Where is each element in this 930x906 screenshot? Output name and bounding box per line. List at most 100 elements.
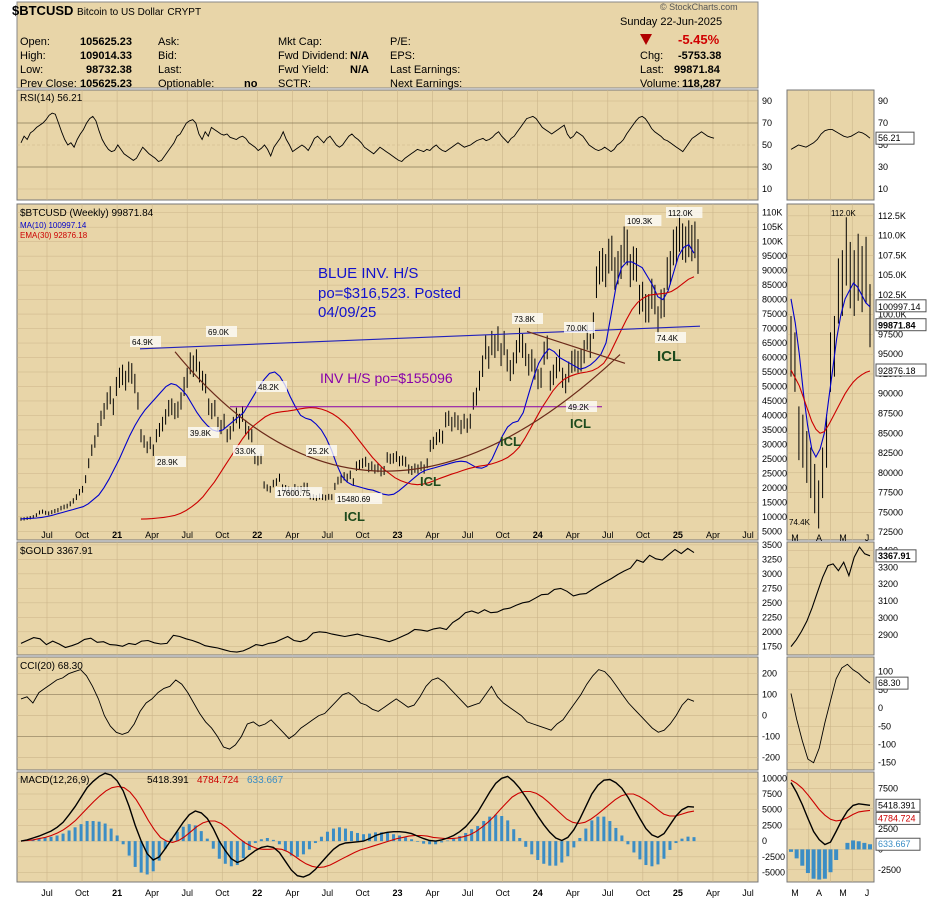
rsi-inset-tick-label: 10 [878, 184, 888, 194]
x-tick-label: 22 [252, 888, 262, 898]
price-tick-label: 95000 [762, 251, 787, 261]
cci-tick-label: -200 [762, 752, 780, 762]
macd-hist-bar [139, 841, 143, 873]
x-tick-label-mid: Jul [41, 530, 53, 540]
price-label-bg [335, 493, 383, 504]
macd-tick-label: -5000 [762, 868, 785, 878]
price-label: $BTCUSD (Weekly) 99871.84 [20, 208, 154, 219]
price-tick-label: 105K [762, 222, 783, 232]
rsi-readout-box [875, 131, 915, 145]
inset-macd-hist-bar [868, 844, 872, 850]
sctr-label: SCTR: [278, 78, 311, 90]
macd-hist-bar [253, 841, 257, 844]
price-point-label: 33.0K [235, 447, 257, 456]
gold-panel-bg [16, 541, 759, 656]
low-value: 98732.38 [86, 64, 132, 76]
macd-hist-bar [115, 835, 119, 842]
macd-hist-bar [392, 834, 396, 842]
inset-price-tick-label: 97500 [878, 329, 903, 339]
price-tick-label: 5000 [762, 526, 782, 536]
inset-price-tick-label: 77500 [878, 488, 903, 498]
cci-line [20, 669, 695, 750]
price-label-bg [655, 332, 686, 343]
price-tick-label: 35000 [762, 425, 787, 435]
x-tick-label-mid: 23 [392, 530, 402, 540]
inset-price-tick-label: 80000 [878, 468, 903, 478]
gold-tick-label: 2250 [762, 612, 782, 622]
high-label: High: [20, 50, 46, 62]
eps-label: EPS: [390, 50, 416, 62]
macd-hist-bar [578, 838, 582, 842]
macd-hist-bar [554, 841, 558, 866]
inset-signal-readout-box [875, 811, 921, 825]
macd-hist-bar [680, 838, 684, 842]
price-tick-label: 20000 [762, 483, 787, 493]
macd-hist-bar [476, 826, 480, 842]
x-tick-label-mid: Jul [742, 530, 754, 540]
macd-hist-label: 633.667 [247, 775, 284, 786]
macd-hist-bar [151, 841, 155, 872]
x-tick-label: Apr [706, 888, 720, 898]
icl-label: ICL [344, 509, 365, 524]
macd-hist-bar [494, 814, 498, 842]
x-tick-label: 24 [533, 888, 543, 898]
macd-hist-bar [416, 841, 420, 842]
macd-hist-bar [67, 830, 71, 842]
x-tick-label-mid: Apr [145, 530, 159, 540]
inset-macd-hist-bar [834, 849, 839, 860]
x-tick-label: Jul [602, 888, 614, 898]
rsi-label: RSI(14) 56.21 [20, 93, 83, 104]
price-tick-label: 65000 [762, 338, 787, 348]
price-point-label: 15480.69 [337, 495, 371, 504]
inset-price-tick-label: 72500 [878, 527, 903, 537]
gold-tick-label: 2000 [762, 627, 782, 637]
blue-annotation-3: 04/09/25 [318, 304, 376, 321]
macd-hist-bar [524, 841, 528, 847]
x-tick-label: Jul [462, 888, 474, 898]
x-tick-label: 23 [392, 888, 402, 898]
macd-hist-bar [181, 826, 185, 842]
date-label: Sunday 22-Jun-2025 [620, 16, 723, 28]
price-point-label: 25.2K [308, 447, 330, 456]
chg-label: Chg: [640, 50, 664, 62]
rsi-inset-tick-label: 50 [878, 140, 888, 150]
x-tick-label-mid: 22 [252, 530, 262, 540]
next-earnings-label: Next Earnings: [390, 78, 463, 90]
macd-hist-bar [596, 816, 600, 842]
macd-hist-bar [608, 821, 612, 842]
macd-hist-bar [97, 821, 101, 842]
price-label-bg [233, 445, 264, 456]
inset-gold-tick-label: 2900 [878, 630, 898, 640]
macd-hist-bar [566, 841, 570, 857]
macd-hist-bar [380, 832, 384, 842]
inset-macd-hist-bar [800, 849, 805, 866]
cci-panel-bg [16, 656, 759, 771]
macd-hist-bar [217, 841, 221, 859]
price-point-label: 48.2K [258, 383, 280, 392]
macd-hist-bar [199, 831, 203, 842]
macd-hist-bar [590, 820, 594, 842]
macd-signal-label: 4784.724 [197, 775, 239, 786]
rsi-inset-tick-label: 70 [878, 118, 888, 128]
optionable-value: no [244, 78, 258, 90]
price-label-bg [306, 445, 337, 456]
price-point-label: 39.8K [190, 429, 212, 438]
macd-tick-label: 5000 [762, 805, 782, 815]
rsi-tick-label: 10 [762, 184, 772, 194]
macd-hist-bar [632, 841, 636, 853]
inset-macd-hist-bar [789, 849, 793, 852]
macd-hist-bar [548, 841, 552, 866]
gold-tick-label: 3250 [762, 554, 782, 564]
macd-panel-bg [16, 771, 759, 883]
price-label-bg [188, 427, 219, 438]
ma10-legend: MA(10) 100997.14 [20, 221, 87, 230]
macd-hist-bar [668, 841, 672, 850]
macd-hist-bar [61, 833, 65, 842]
gold-tick-label: 2750 [762, 583, 782, 593]
high-value: 109014.33 [80, 50, 132, 62]
ask-label: Ask: [158, 36, 180, 48]
macd-hist-bar [271, 839, 275, 842]
macd-hist-bar [211, 841, 215, 849]
macd-hist-bar [55, 835, 59, 842]
